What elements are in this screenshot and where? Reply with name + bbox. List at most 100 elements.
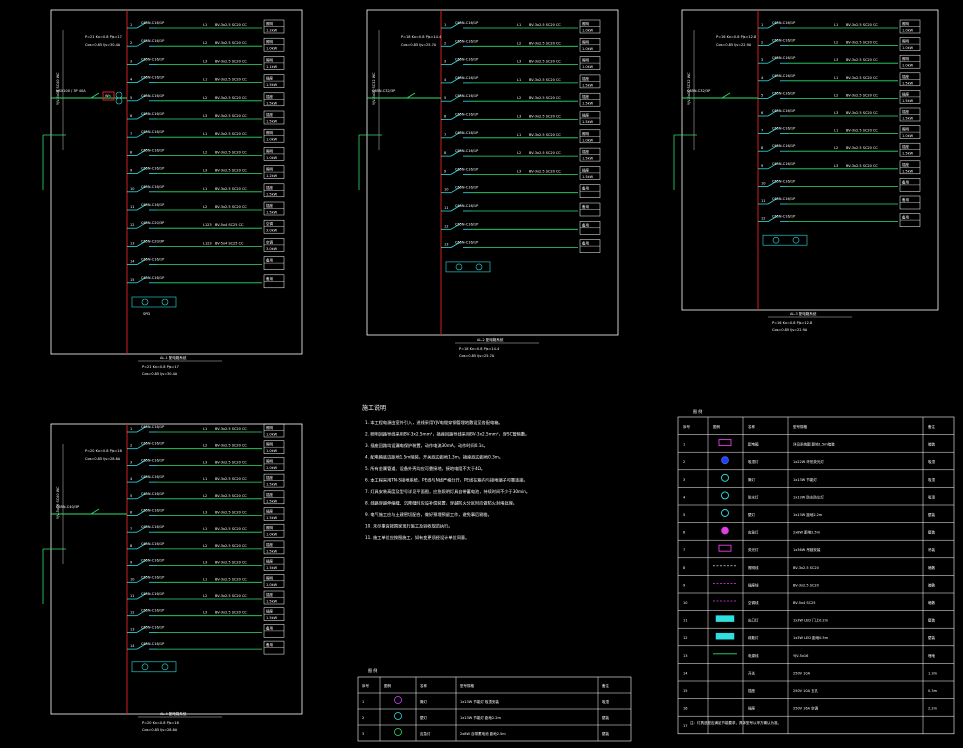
circuit-row: 5 C65N-C16/1P L2 BV-3x2.5 SC20 CC 插座 1.5kW xyxy=(127,92,285,107)
breaker-contact xyxy=(450,131,462,139)
big-legend-spec: 1x22W 环形荧光灯 xyxy=(793,459,824,464)
breaker-contact xyxy=(136,542,148,550)
phase-label: L2 xyxy=(203,444,207,448)
breaker-contact xyxy=(767,92,779,99)
load-power: 1.5kW xyxy=(266,566,278,570)
load-name: 插座 xyxy=(902,109,910,114)
load-name: 照明 xyxy=(582,132,590,136)
circuit-row: 6 C65N-C16/1P L3 BV-3x2.5 SC20 CC 插座 1.5kW xyxy=(127,110,285,125)
circuit-number: 14 xyxy=(130,260,135,264)
cable-label: BV-3x2.5 SC20 CC xyxy=(215,544,247,548)
load-power: 1.2kW xyxy=(266,174,278,178)
panel-frame xyxy=(50,9,303,355)
panel-title: AL-4 配电箱系统 xyxy=(160,711,187,716)
circuit-number: 7 xyxy=(761,129,763,133)
circuit-number: 1 xyxy=(444,23,446,27)
breaker-label: C65N-C16/1P xyxy=(141,112,164,116)
notes-line: 2. 照明回路导线采用BV-3x2.5mm²，插座回路导线采用BV-3x2.5m… xyxy=(365,431,529,438)
phase-label: L1 xyxy=(517,133,521,137)
big-legend-no: 14 xyxy=(683,671,688,675)
load-name: 插座 xyxy=(902,91,910,96)
phase-label: L3 xyxy=(834,164,838,168)
cable-label: BV-3x2.5 SC20 CC xyxy=(846,164,878,168)
breaker-contact xyxy=(450,168,462,175)
big-legend-note: 埋地 xyxy=(928,653,936,658)
big-legend-symbol xyxy=(721,526,729,535)
circuit-number: 6 xyxy=(130,511,132,515)
breaker-label: C65N-C16/1P xyxy=(141,21,164,25)
incoming-cable-label: YJV-5x10 SC32 WC xyxy=(687,72,691,105)
load-power: 1.5kW xyxy=(902,169,914,173)
main-breaker-symbol xyxy=(90,508,100,515)
big-legend-header: 型号规格 xyxy=(793,424,807,429)
breaker-label: C65N-C16/1P xyxy=(141,57,164,61)
load-power: 1.0kW xyxy=(582,138,594,142)
circuit-number: 7 xyxy=(130,527,132,531)
small-legend-spec: 1x13W 节能灯 吸顶安装 xyxy=(460,699,499,704)
circuit-number: 8 xyxy=(130,150,132,154)
ct-symbol xyxy=(115,97,123,105)
circuit-row: 12 C65N-C20/3P L123 BV-5x4 SC25 CC 空调 3.0kW xyxy=(127,219,285,234)
small-legend-header: 序号 xyxy=(362,683,370,688)
phase-label: L3 xyxy=(203,611,207,615)
breaker-label: C65N-C16/1P xyxy=(141,185,164,189)
breaker-contact xyxy=(767,39,779,46)
big-legend-note: 吸顶 xyxy=(928,478,936,482)
breaker-contact xyxy=(136,258,148,265)
phase-label: L1 xyxy=(203,527,207,531)
phase-label: L1 xyxy=(203,78,207,82)
ct-symbol xyxy=(115,91,123,99)
circuit-number: 10 xyxy=(761,181,765,185)
breaker-contact xyxy=(136,509,148,516)
spd-symbol xyxy=(475,263,483,271)
breaker-label: C65N-C16/1P xyxy=(455,21,478,25)
panel-caption-2: Cos=0.85 Ijs=28.6A xyxy=(142,728,178,732)
load-name: 照明 xyxy=(266,459,274,463)
load-name: 备用 xyxy=(902,197,910,202)
circuit-row: 6 C65N-C16/1P L3 BV-3x2.5 SC20 CC 插座 1.5kW xyxy=(127,507,285,521)
spd-symbol xyxy=(141,298,149,306)
circuit-row: 10 C65N-C16/1P 备用 xyxy=(758,178,921,192)
big-legend-name: 开关 xyxy=(748,670,756,675)
construction-notes: 施工说明 1. 本工程电源由室外引入，进线采用YJV电缆穿钢管埋地敷设至各配电箱… xyxy=(362,404,530,541)
load-power: 1.5kW xyxy=(902,152,914,156)
load-name: 插座 xyxy=(266,492,274,497)
load-power: 1.0kW xyxy=(902,29,914,33)
big-legend-no: 15 xyxy=(683,689,687,693)
breaker-label: C65N-C16/1P xyxy=(141,203,164,207)
circuit-number: 4 xyxy=(130,477,133,481)
breaker-label: C65N-C16/1P xyxy=(455,39,478,43)
big-legend-note: 壁装 xyxy=(928,512,936,517)
spd-symbol xyxy=(792,236,800,244)
load-power: 1.5kW xyxy=(266,192,278,196)
big-legend-symbol xyxy=(718,544,732,552)
small-legend-spec: 2x8W 自带蓄电池 距地2.5m xyxy=(460,731,506,736)
load-name: 照明 xyxy=(266,426,274,430)
circuit-row: 1 C65N-C16/1P L1 BV-3x2.5 SC20 CC 照明 1.0kW xyxy=(127,423,285,438)
cable-label: BV-3x2.5 SC20 CC xyxy=(215,132,247,136)
small-legend-table: 图 例 序号 图例 名称 型号规格 备注 1 筒灯 1x13W 节能灯 吸顶安装 吸顶 2 壁灯 1x… xyxy=(357,667,632,742)
circuit-row: 2 C65N-C16/1P L2 BV-3x2.5 SC20 CC 照明 1.0kW xyxy=(758,37,921,51)
breaker-label: C65N-C16/1P xyxy=(772,179,795,183)
cable-label: BV-3x2.5 SC20 CC xyxy=(529,96,561,100)
big-legend-name: 空调线 xyxy=(748,600,759,605)
cable-label: BV-3x2.5 SC20 CC xyxy=(215,96,247,100)
load-name: 插座 xyxy=(582,94,590,99)
circuit-number: 3 xyxy=(130,59,132,63)
circuit-number: 1 xyxy=(130,23,132,27)
phase-label: L1 xyxy=(203,477,207,481)
breaker-label: C65N-C16/1P xyxy=(772,144,795,148)
phase-label: L2 xyxy=(203,494,207,498)
load-name: 插座 xyxy=(266,203,274,208)
small-legend-note: 壁装 xyxy=(602,731,610,736)
breaker-label: C65N-C16/1P xyxy=(455,76,478,80)
panel-caption-1: P=21 Kx=0.8 Pjs=17 xyxy=(142,365,179,369)
big-legend-symbol xyxy=(721,456,729,465)
load-name: 照明 xyxy=(266,131,274,135)
big-legend-note: 0.3m xyxy=(928,689,938,693)
cable-label: BV-3x2.5 SC20 CC xyxy=(846,76,878,80)
notes-line: 3. 插座回路均设漏电保护装置，动作电流30mA，动作时间0.1s。 xyxy=(365,442,488,449)
breaker-contact xyxy=(136,626,148,633)
